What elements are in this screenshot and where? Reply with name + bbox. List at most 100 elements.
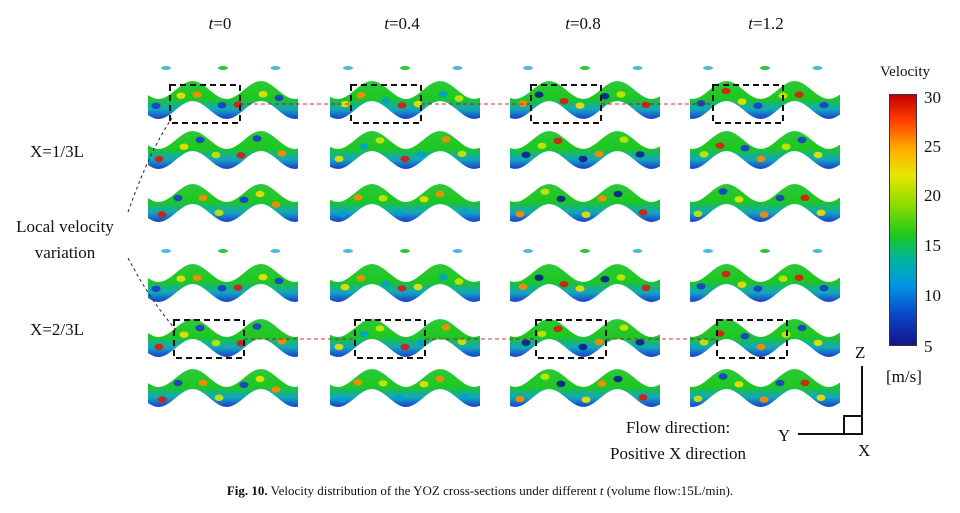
colorbar-tick-20: 20 [924, 186, 941, 205]
velocity-spot-2-2-2 [556, 195, 566, 202]
velocity-band-1-4 [330, 319, 480, 357]
velocity-spot-1-1-5 [441, 136, 451, 143]
velocity-spot-1-3-5 [438, 274, 448, 281]
annotation-leader-bottom [127, 257, 177, 331]
velocity-spot-1-5-3 [394, 395, 404, 402]
axis-x-marker [843, 415, 863, 435]
velocity-dash-3-0-1 [760, 66, 770, 70]
velocity-spot-1-5-6 [460, 393, 470, 401]
velocity-spot-2-5-2 [556, 380, 566, 387]
velocity-dash-3-3-1 [760, 249, 770, 253]
velocity-spot-3-3-1 [721, 270, 731, 278]
velocity-spot-3-2-5 [800, 194, 810, 201]
velocity-band-0-1 [148, 131, 298, 169]
velocity-spot-0-3-1 [176, 275, 186, 282]
velocity-spot-0-5-6 [271, 386, 281, 393]
axis-label-x: X [858, 441, 871, 460]
velocity-spot-0-3-6 [274, 277, 284, 285]
highlight-box-2 [530, 84, 602, 124]
velocity-spot-2-0-2 [559, 98, 569, 105]
velocity-spot-2-5-0 [515, 395, 525, 403]
velocity-spot-0-2-3 [214, 209, 224, 216]
velocity-spot-0-0-6 [274, 94, 284, 102]
highlight-box-1 [350, 84, 422, 124]
velocity-dash-2-3-1 [580, 249, 590, 253]
velocity-spot-3-4-6 [813, 339, 823, 347]
velocity-spot-2-4-3 [578, 343, 588, 351]
annotation-line-1: Local velocity [16, 217, 114, 236]
velocity-spot-0-5-2 [198, 379, 208, 386]
velocity-spot-1-0-1 [356, 92, 366, 99]
velocity-spot-0-2-1 [173, 194, 183, 202]
colorbar-tick-10: 10 [924, 286, 941, 305]
velocity-spot-2-5-3 [581, 396, 591, 403]
velocity-spot-1-2-4 [419, 196, 429, 203]
time-label-3: t=1.2 [748, 14, 784, 33]
velocity-band-1-5 [330, 369, 480, 407]
velocity-band-3-5 [690, 369, 840, 407]
velocity-spot-2-3-5 [616, 274, 626, 281]
velocity-spot-2-0-6 [641, 101, 651, 109]
velocity-spot-3-3-2 [737, 281, 747, 288]
velocity-spot-0-4-3 [211, 339, 221, 347]
highlight-box-6 [535, 319, 607, 359]
velocity-spot-3-2-4 [775, 194, 785, 202]
velocity-spot-1-0-5 [438, 91, 448, 98]
velocity-spot-0-2-5 [255, 190, 265, 198]
velocity-spot-0-4-2 [195, 324, 205, 332]
velocity-spot-2-5-5 [613, 375, 623, 383]
caption-text-end: (volume flow:15L/min). [606, 483, 734, 498]
velocity-spot-2-3-6 [641, 284, 651, 292]
velocity-spot-0-3-0 [151, 285, 161, 292]
velocity-spot-1-2-5 [435, 190, 445, 198]
velocity-spot-1-4-4 [416, 339, 426, 346]
velocity-spot-2-5-6 [638, 394, 648, 401]
velocity-band-0-3 [148, 264, 298, 302]
highlight-box-4 [173, 319, 245, 359]
velocity-band-3-4 [690, 319, 840, 357]
flow-direction-text: Flow direction: Positive X direction [588, 415, 768, 467]
velocity-spot-3-3-5 [794, 274, 804, 281]
highlight-box-5 [354, 319, 426, 359]
velocity-spot-2-5-1 [540, 373, 550, 380]
caption-text: Velocity distribution of the YOZ cross-s… [270, 483, 597, 498]
velocity-spot-2-4-2 [553, 325, 563, 332]
velocity-spot-2-0-3 [575, 102, 585, 109]
velocity-spot-2-0-4 [600, 93, 610, 100]
velocity-spot-2-1-6 [635, 151, 645, 158]
time-label-2: t=0.8 [565, 14, 601, 33]
velocity-spot-3-0-3 [753, 102, 763, 109]
velocity-spot-0-1-6 [277, 150, 287, 157]
velocity-band-2-3 [510, 264, 660, 302]
velocity-spot-3-4-0 [699, 339, 709, 346]
velocity-dash-3-3-2 [812, 249, 823, 253]
velocity-spot-1-0-3 [397, 102, 407, 109]
caption-var: t [599, 483, 604, 498]
velocity-dash-0-0-0 [161, 66, 171, 70]
velocity-band-2-4 [510, 319, 660, 357]
highlight-box-0 [169, 84, 241, 124]
velocity-band-1-3 [330, 264, 480, 302]
velocity-spot-1-3-2 [381, 280, 391, 287]
velocity-spot-3-5-1 [718, 373, 728, 380]
velocity-dash-0-0-2 [270, 66, 281, 70]
velocity-dash-1-3-2 [452, 249, 463, 253]
velocity-spot-1-3-0 [340, 283, 350, 291]
velocity-spot-1-2-1 [353, 194, 363, 201]
velocity-spot-0-3-2 [192, 274, 202, 281]
velocity-spot-2-5-4 [597, 380, 607, 387]
velocity-spot-3-0-5 [794, 91, 804, 98]
velocity-band-3-2 [690, 184, 840, 222]
velocity-spot-2-4-0 [521, 339, 531, 346]
velocity-spot-0-0-3 [217, 102, 227, 109]
velocity-spot-1-5-4 [419, 381, 429, 388]
velocity-spot-3-5-3 [759, 396, 769, 403]
velocity-spot-1-4-1 [359, 331, 369, 338]
velocity-spot-3-1-3 [756, 155, 766, 163]
velocity-spot-0-2-2 [198, 194, 208, 201]
velocity-band-2-0 [510, 81, 660, 119]
velocity-spot-1-3-1 [356, 275, 366, 282]
row-label-x1: X=1/3L [30, 142, 84, 161]
velocity-spot-2-4-4 [594, 338, 604, 346]
velocity-dash-1-0-0 [343, 66, 353, 70]
